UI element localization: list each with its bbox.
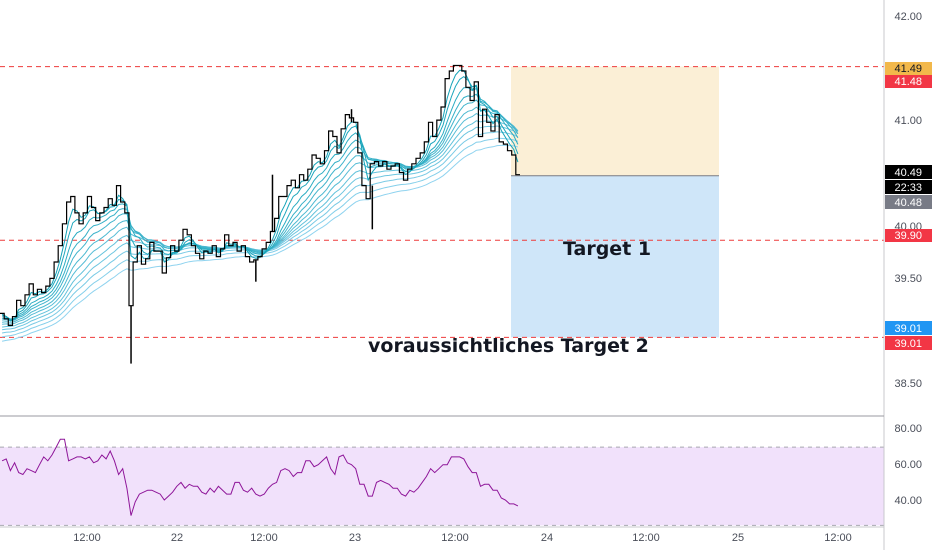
badge-last-price-label: 40.48	[894, 197, 922, 209]
time-axis[interactable]: 12:00 22 12:00 23 12:00 24 12:00 25 12:0…	[73, 532, 852, 544]
target2-annotation[interactable]: voraussichtliches Target 2	[368, 335, 649, 357]
time-tick: 12:00	[824, 532, 852, 544]
price-tick: 39.50	[894, 273, 922, 285]
rsi-band	[0, 447, 884, 526]
time-tick: 12:00	[73, 532, 101, 544]
rsi-line	[1, 438, 519, 516]
badge-clock-label: 22:33	[894, 182, 922, 194]
badge-target-price-label: 41.49	[894, 63, 922, 75]
ma-line	[2, 113, 519, 325]
badge-clock	[885, 180, 932, 194]
ma-line	[2, 137, 519, 338]
target1-annotation[interactable]: Target 1	[563, 238, 651, 260]
badge-stop-price-label: 39.01	[894, 323, 922, 335]
price-series[interactable]	[0, 64, 520, 364]
price-badges: 41.49 41.48 40.49 22:33 40.48 39.90 39.0…	[885, 62, 932, 350]
time-tick: 23	[349, 532, 361, 544]
ma-line	[2, 144, 519, 342]
position-loss-zone[interactable]	[511, 175, 719, 338]
rsi-tick: 80.00	[894, 423, 922, 435]
time-tick: 22	[171, 532, 183, 544]
badge-level-high-label: 41.48	[894, 76, 922, 88]
badge-level-high	[885, 75, 932, 88]
badge-stop-price	[885, 321, 932, 335]
badge-entry-price-label: 40.49	[894, 167, 922, 179]
price-line	[0, 64, 520, 326]
rsi-axis[interactable]: 80.00 60.00 40.00	[894, 423, 922, 507]
time-tick: 12:00	[441, 532, 469, 544]
badge-target-price	[885, 62, 932, 75]
ma-line	[2, 106, 519, 323]
price-tick: 42.00	[894, 11, 922, 23]
badge-last-price	[885, 195, 932, 209]
ma-line	[2, 99, 519, 322]
rsi-series	[1, 438, 519, 516]
badge-entry-price	[885, 165, 932, 179]
ma-line	[1, 69, 519, 322]
rsi-band-lines	[0, 446, 884, 526]
ma-line	[2, 87, 519, 320]
price-tick: 41.00	[894, 115, 922, 127]
rsi-tick: 40.00	[894, 495, 922, 507]
badge-level-low-label: 39.01	[894, 338, 922, 350]
time-tick: 24	[541, 532, 553, 544]
ma-ribbon	[1, 69, 519, 342]
ma-line	[2, 93, 519, 321]
time-tick: 25	[732, 532, 744, 544]
price-tick: 38.50	[894, 378, 922, 390]
badge-level-low	[885, 336, 932, 350]
time-tick: 12:00	[632, 532, 660, 544]
badge-level-mid	[885, 229, 932, 242]
position-profit-zone[interactable]	[511, 66, 719, 176]
time-tick: 12:00	[250, 532, 278, 544]
rsi-tick: 60.00	[894, 459, 922, 471]
badge-level-mid-label: 39.90	[894, 230, 922, 242]
